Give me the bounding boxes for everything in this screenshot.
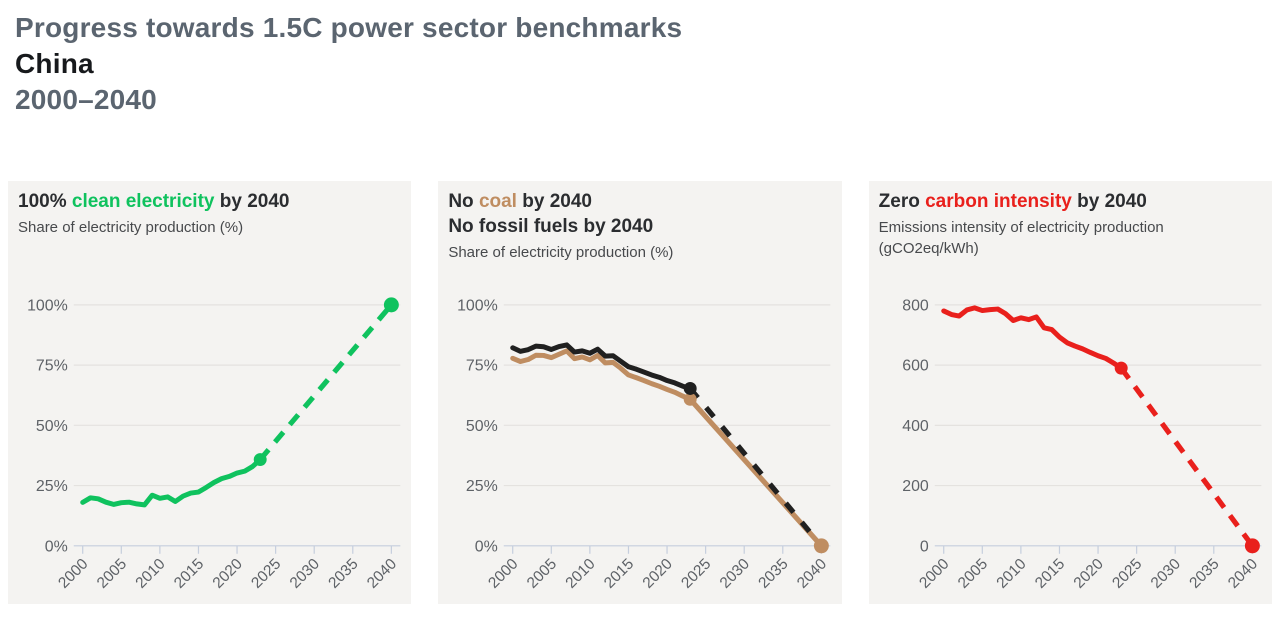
panel-title-segment: clean electricity	[71, 191, 215, 212]
series-line-historical	[80, 457, 263, 508]
y-axis-label: 600	[902, 358, 929, 375]
panel-title-segment: by 2040	[1071, 191, 1147, 212]
x-axis-label: 2005	[94, 556, 130, 592]
benchmark-panels: 100% clean electricity by 2040 Share of …	[0, 181, 1280, 604]
x-axis: 2000 2005 2010 2015 2020 2025 2030 2035 2040	[486, 545, 830, 592]
series-line-projection	[688, 386, 824, 548]
benchmark-end-dot	[383, 297, 399, 313]
y-axis-label: 75%	[466, 358, 498, 375]
junction-dot	[253, 453, 267, 467]
x-axis-label: 2015	[601, 556, 637, 592]
y-axis-label: 75%	[36, 358, 68, 375]
y-axis-label: 400	[902, 418, 929, 435]
x-axis-label: 2025	[1109, 556, 1145, 592]
series-line-historical	[510, 342, 694, 391]
y-axis-label: 0%	[475, 538, 498, 555]
benchmark-end-dot	[814, 538, 830, 554]
x-axis-label: 2000	[916, 556, 952, 592]
x-axis-label: 2010	[132, 556, 168, 592]
benchmark-panel-clean-electricity: 100% clean electricity by 2040 Share of …	[8, 181, 412, 604]
panel-title: No coal by 2040 No fossil fuels by 2040	[448, 189, 831, 239]
clean-electricity-chart: 0%25%50%75%100%2000 2005 2010 2015 2020 2025 2…	[27, 297, 401, 592]
x-axis-label: 2030	[717, 556, 753, 592]
panel-subtitle: Share of electricity production (%)	[448, 244, 674, 261]
page-subtitle-country: China	[15, 48, 94, 79]
page-subtitle-period: 2000–2040	[15, 84, 157, 115]
x-axis-label: 2015	[171, 556, 207, 592]
panel-header: No coal by 2040 No fossil fuels by 2040 S…	[448, 189, 831, 271]
y-axis-label: 100%	[457, 297, 498, 314]
x-axis: 2000 2005 2010 2015 2020 2025 2030 2035 2040	[916, 545, 1261, 592]
page: Progress towards 1.5C power sector bench…	[0, 0, 1280, 604]
y-axis-label: 25%	[466, 478, 498, 495]
x-axis-label: 2040	[1225, 556, 1261, 592]
x-axis-label: 2005	[954, 556, 990, 592]
junction-dot	[684, 382, 697, 395]
gridlines	[934, 304, 1261, 547]
panel-header: 100% clean electricity by 2040 Share of …	[18, 189, 401, 271]
series-line-projection	[258, 303, 394, 462]
x-axis-label: 2025	[248, 556, 284, 592]
panel-title: 100% clean electricity by 2040	[18, 189, 401, 214]
y-axis-label: 50%	[466, 418, 498, 435]
x-axis-label: 2020	[640, 556, 676, 592]
junction-dot	[684, 392, 697, 406]
junction-dot	[1114, 361, 1128, 375]
x-axis-label: 2020	[210, 556, 246, 592]
y-axis-label: 200	[902, 478, 929, 495]
benchmark-panel-carbon-intensity: Zero carbon intensity by 2040 Emissions …	[868, 181, 1272, 604]
panel-title-segment: by 2040	[516, 191, 592, 212]
benchmark-panel-coal-fossil: No coal by 2040 No fossil fuels by 2040 S…	[438, 181, 842, 604]
y-axis-label: 25%	[36, 478, 68, 495]
series-line-historical	[940, 305, 1124, 371]
panel-title-segment: coal	[478, 191, 517, 212]
x-axis-label: 2005	[524, 556, 560, 592]
benchmark-end-dot	[1244, 538, 1260, 554]
x-axis-label: 2035	[1186, 556, 1222, 592]
panel-title-segment: carbon intensity	[925, 191, 1072, 212]
gridlines	[504, 304, 831, 547]
panel-title-segment: No	[448, 191, 479, 212]
y-axis-label: 0	[920, 538, 929, 555]
x-axis-label: 2030	[1147, 556, 1183, 592]
panel-subtitle: Emissions intensity of electricity produ…	[878, 219, 1164, 257]
series-line-historical	[510, 348, 694, 402]
page-title: Progress towards 1.5C power sector bench…	[15, 12, 683, 43]
x-axis-label: 2010	[993, 556, 1029, 592]
y-axis-label: 100%	[27, 297, 68, 314]
x-axis-label: 2040	[364, 556, 400, 592]
x-axis-label: 2000	[55, 556, 91, 592]
y-axis-label: 50%	[36, 418, 68, 435]
panel-title-segment: by 2040	[214, 191, 290, 212]
series-line-projection	[1118, 366, 1255, 548]
x-axis-label: 2020	[1070, 556, 1106, 592]
x-axis-label: 2015	[1032, 556, 1068, 592]
coal-fossil-fuels-chart: 0%25%50%75%100%2000 2005 2010 2015 2020 2025 2…	[457, 297, 831, 592]
panel-title-segment: 100%	[18, 191, 72, 212]
panel-title-segment: Zero	[878, 191, 926, 212]
panel-title: Zero carbon intensity by 2040	[879, 189, 1262, 214]
y-axis-label: 800	[902, 297, 929, 314]
panel-header: Zero carbon intensity by 2040 Emissions …	[879, 189, 1262, 271]
x-axis: 2000 2005 2010 2015 2020 2025 2030 2035 2040	[55, 545, 400, 592]
panel-title-segment: No fossil fuels by 2040	[448, 216, 654, 237]
series-line-projection	[688, 397, 824, 548]
y-axis-label: 0%	[45, 538, 68, 555]
gridlines	[73, 304, 401, 547]
x-axis-label: 2030	[287, 556, 323, 592]
panel-subtitle: Share of electricity production (%)	[18, 219, 244, 236]
x-axis-label: 2000	[486, 556, 522, 592]
x-axis-label: 2040	[794, 556, 830, 592]
x-axis-label: 2025	[678, 556, 714, 592]
x-axis-label: 2035	[756, 556, 792, 592]
x-axis-label: 2035	[325, 556, 361, 592]
report-header: Progress towards 1.5C power sector bench…	[0, 0, 1280, 118]
x-axis-label: 2010	[563, 556, 599, 592]
